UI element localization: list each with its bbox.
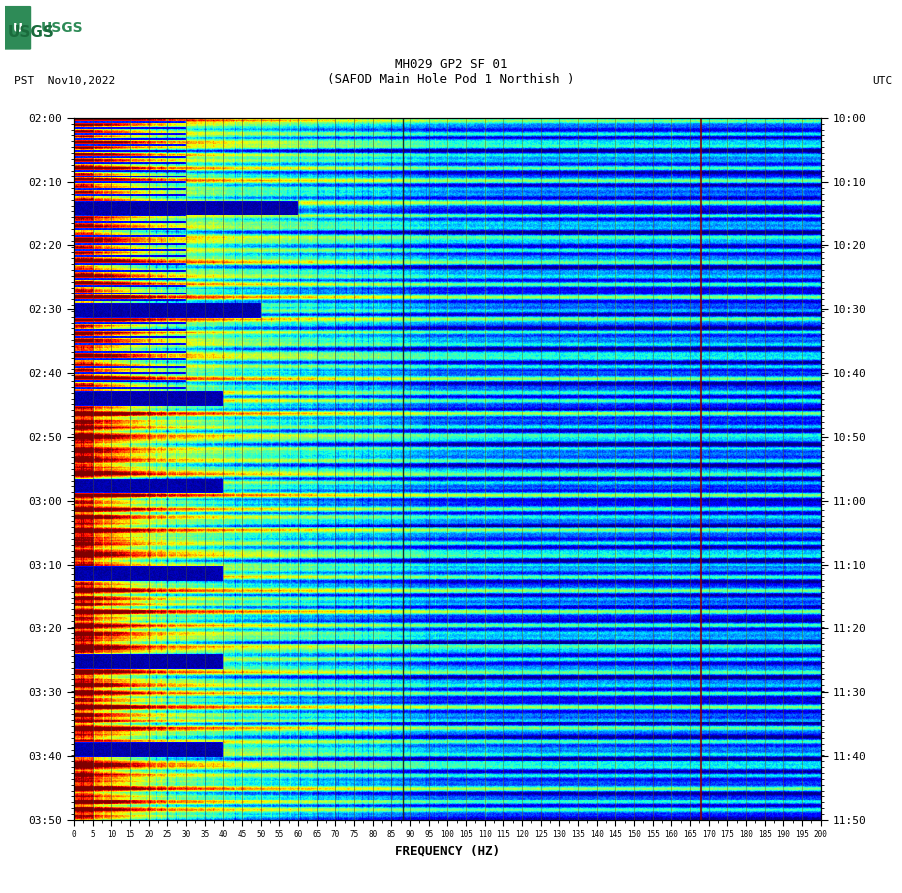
Text: USGS: USGS	[41, 21, 83, 35]
Text: (SAFOD Main Hole Pod 1 Northish ): (SAFOD Main Hole Pod 1 Northish )	[327, 72, 575, 86]
FancyBboxPatch shape	[3, 6, 32, 50]
Text: MH029 GP2 SF 01: MH029 GP2 SF 01	[395, 58, 507, 71]
Text: USGS: USGS	[7, 25, 54, 40]
X-axis label: FREQUENCY (HZ): FREQUENCY (HZ)	[395, 845, 500, 858]
Text: U: U	[13, 21, 23, 35]
Text: PST  Nov10,2022: PST Nov10,2022	[14, 76, 115, 86]
Text: UTC: UTC	[873, 76, 893, 86]
